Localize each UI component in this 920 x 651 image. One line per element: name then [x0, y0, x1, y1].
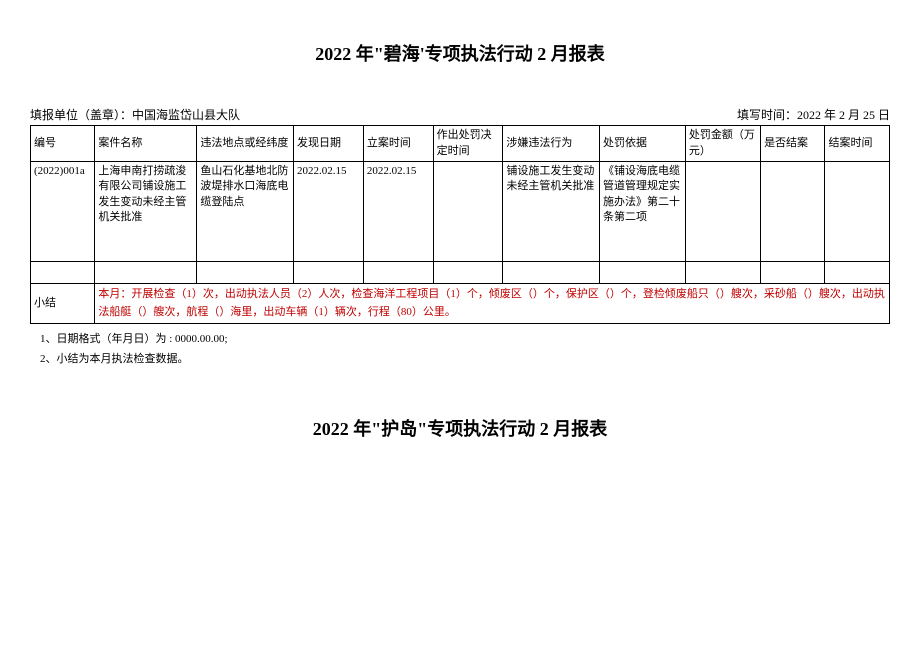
table-row-empty	[31, 262, 890, 284]
summary-row: 小结 本月：开展检查（1）次，出动执法人员（2）人次，检查海洋工程项目（1）个，…	[31, 284, 890, 324]
col-filing-date: 立案时间	[363, 126, 433, 162]
table-row: (2022)001a 上海申南打捞疏浚有限公司铺设施工发生变动未经主管机关批准 …	[31, 162, 890, 262]
cell-close-time	[825, 162, 890, 262]
cell-empty	[95, 262, 197, 284]
col-location: 违法地点或经纬度	[197, 126, 294, 162]
col-id: 编号	[31, 126, 95, 162]
page-title-1: 2022 年"碧海'专项执法行动 2 月报表	[30, 40, 890, 66]
cell-empty	[600, 262, 686, 284]
col-discovery-date: 发现日期	[294, 126, 364, 162]
col-basis: 处罚依据	[600, 126, 686, 162]
summary-label: 小结	[31, 284, 95, 324]
filing-date: 填写时间：2022 年 2 月 25 日	[737, 106, 890, 123]
table-header-row: 编号 案件名称 违法地点或经纬度 发现日期 立案时间 作出处罚决定时间 涉嫌违法…	[31, 126, 890, 162]
cell-empty	[363, 262, 433, 284]
notes: 1、日期格式（年月日）为 : 0000.00.00; 2、小结为本月执法检查数据…	[30, 330, 890, 370]
cell-closed	[761, 162, 825, 262]
col-violation: 涉嫌违法行为	[503, 126, 600, 162]
cell-empty	[433, 262, 503, 284]
cell-empty	[761, 262, 825, 284]
cell-empty	[197, 262, 294, 284]
summary-text: 本月：开展检查（1）次，出动执法人员（2）人次，检查海洋工程项目（1）个，倾废区…	[95, 284, 890, 324]
cell-id: (2022)001a	[31, 162, 95, 262]
note-1: 1、日期格式（年月日）为 : 0000.00.00;	[40, 330, 890, 350]
cell-empty	[685, 262, 760, 284]
page-title-2: 2022 年"护岛"专项执法行动 2 月报表	[30, 415, 890, 441]
col-closed: 是否结案	[761, 126, 825, 162]
cell-basis: 《铺设海底电缆管道管理规定实施办法》第二十条第二项	[600, 162, 686, 262]
report-table: 编号 案件名称 违法地点或经纬度 发现日期 立案时间 作出处罚决定时间 涉嫌违法…	[30, 125, 890, 324]
col-decision-date: 作出处罚决定时间	[433, 126, 503, 162]
cell-empty	[825, 262, 890, 284]
header-row: 填报单位（盖章）：中国海监岱山县大队 填写时间：2022 年 2 月 25 日	[30, 106, 890, 123]
filing-unit: 填报单位（盖章）：中国海监岱山县大队	[30, 106, 240, 123]
cell-amount	[685, 162, 760, 262]
col-case-name: 案件名称	[95, 126, 197, 162]
cell-case-name: 上海申南打捞疏浚有限公司铺设施工发生变动未经主管机关批准	[95, 162, 197, 262]
col-close-time: 结案时间	[825, 126, 890, 162]
cell-discovery-date: 2022.02.15	[294, 162, 364, 262]
cell-empty	[31, 262, 95, 284]
cell-empty	[503, 262, 600, 284]
cell-filing-date: 2022.02.15	[363, 162, 433, 262]
cell-empty	[294, 262, 364, 284]
note-2: 2、小结为本月执法检查数据。	[40, 350, 890, 370]
cell-location: 鱼山石化基地北防波堤排水口海底电缆登陆点	[197, 162, 294, 262]
cell-violation: 铺设施工发生变动未经主管机关批准	[503, 162, 600, 262]
col-amount: 处罚金额（万元）	[685, 126, 760, 162]
cell-decision-date	[433, 162, 503, 262]
